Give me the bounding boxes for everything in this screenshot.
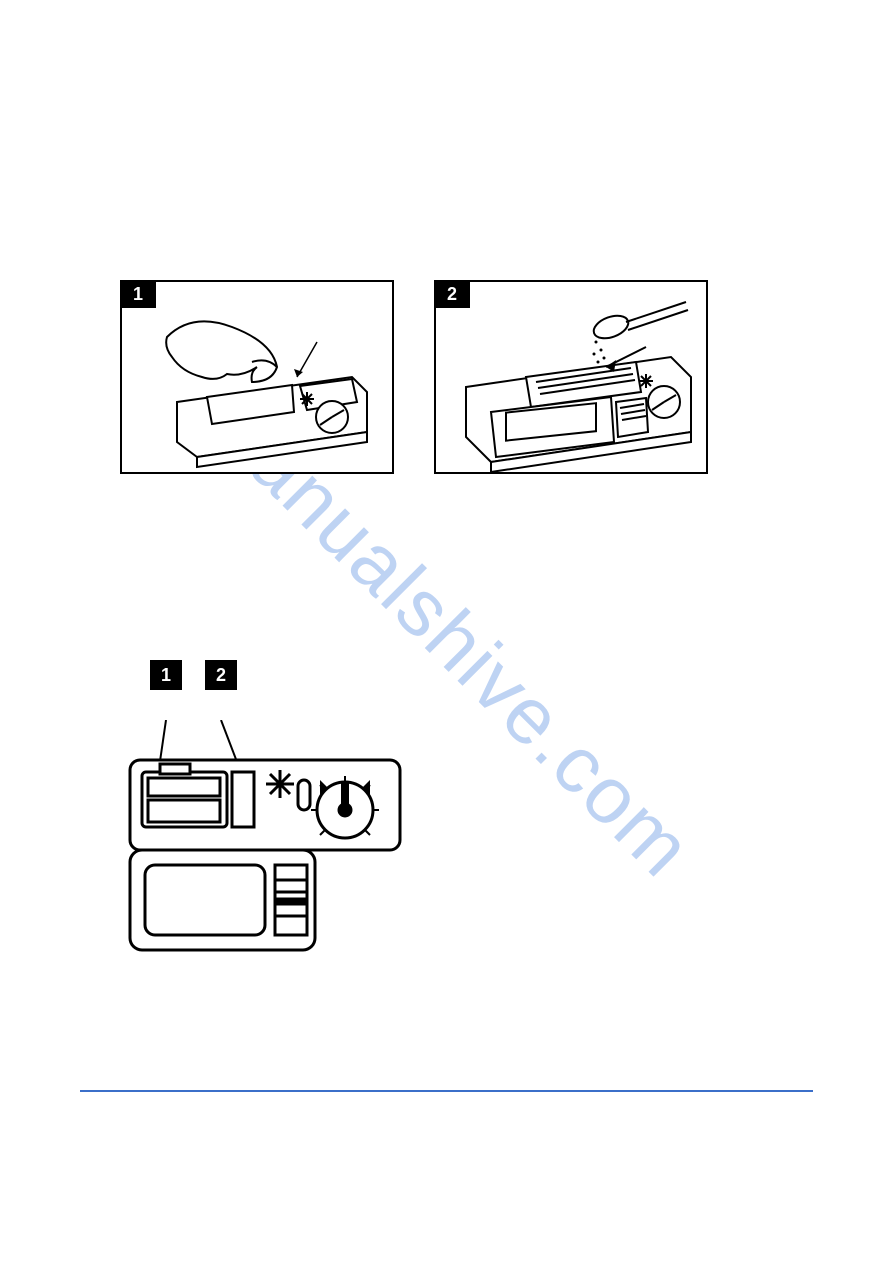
dispenser-diagram: 1 2 (120, 660, 410, 965)
section-divider (80, 1090, 813, 1092)
figure-1: 1 (120, 280, 394, 474)
marker-2-label: 2 (205, 660, 237, 690)
figure-1-illustration (122, 282, 392, 472)
marker-2: 2 (205, 660, 237, 690)
figure-2-label: 2 (434, 280, 470, 308)
marker-1-label: 1 (150, 660, 182, 690)
marker-1: 1 (150, 660, 182, 690)
page: manualshive.com 1 (0, 0, 893, 1263)
figure-row: 1 (120, 280, 708, 474)
figure-2: 2 (434, 280, 708, 474)
dispenser-markers: 1 2 (120, 660, 410, 720)
dispenser-front-illustration (120, 720, 410, 960)
figure-2-illustration (436, 282, 706, 472)
figure-1-label: 1 (120, 280, 156, 308)
